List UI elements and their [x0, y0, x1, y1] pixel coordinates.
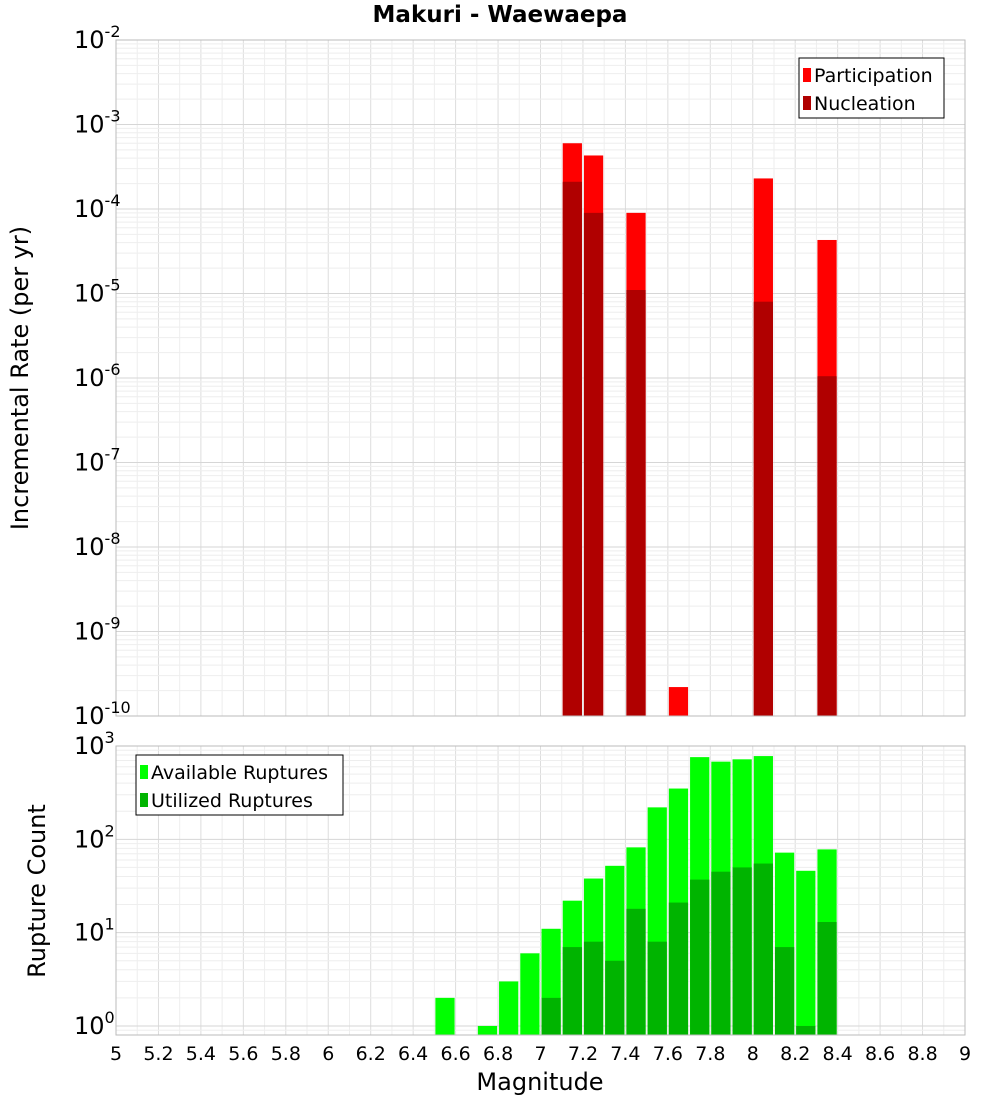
- bar-nucleation: [583, 212, 604, 716]
- legend-label: Nucleation: [814, 93, 916, 115]
- x-tick-label: 8.4: [823, 1043, 853, 1065]
- bar-nucleation: [626, 290, 646, 716]
- legend-swatch: [803, 96, 811, 110]
- x-tick-label: 5.2: [143, 1043, 173, 1065]
- bar-utilized-ruptures: [774, 947, 795, 1035]
- x-tick-label: 6.2: [356, 1043, 386, 1065]
- legend-swatch: [803, 68, 811, 82]
- x-tick-label: 7.8: [695, 1043, 725, 1065]
- y-tick-label: 10-4: [74, 191, 121, 223]
- bar-utilized-ruptures: [605, 960, 625, 1035]
- x-tick-label: 7: [534, 1043, 546, 1065]
- bar-utilized-ruptures: [668, 902, 689, 1035]
- legend-label: Utilized Ruptures: [151, 790, 313, 812]
- x-tick-label: 6: [322, 1043, 334, 1065]
- bar-utilized-ruptures: [753, 863, 773, 1035]
- legend-label: Available Ruptures: [151, 762, 328, 784]
- bar-utilized-ruptures: [817, 922, 837, 1035]
- chart-title: Makuri - Waewaepa: [372, 2, 628, 28]
- bar-nucleation: [753, 301, 773, 716]
- y-tick-label: 10-8: [74, 529, 121, 561]
- legend-label: Participation: [814, 65, 933, 87]
- bar-utilized-ruptures: [647, 941, 667, 1035]
- bar-utilized-ruptures: [541, 997, 561, 1035]
- y-tick-label: 100: [74, 1008, 115, 1040]
- y-tick-label: 10-10: [74, 698, 131, 730]
- bar-utilized-ruptures: [732, 867, 752, 1035]
- x-tick-label: 5.6: [228, 1043, 258, 1065]
- bar-available-ruptures: [520, 953, 540, 1035]
- y-tick-label: 10-2: [74, 22, 121, 54]
- x-tick-label: 5.4: [186, 1043, 216, 1065]
- plot-frame: [115, 39, 966, 717]
- bar-available-ruptures: [435, 997, 455, 1035]
- x-tick-label: 7.2: [568, 1043, 598, 1065]
- bar-nucleation: [562, 181, 582, 717]
- bar-utilized-ruptures: [796, 1025, 816, 1035]
- x-tick-label: 5: [110, 1043, 122, 1065]
- y-tick-label: 10-3: [74, 107, 121, 139]
- bar-available-ruptures: [499, 981, 519, 1035]
- x-tick-label: 7.6: [653, 1043, 683, 1065]
- x-tick-label: 6.8: [483, 1043, 513, 1065]
- incremental-rate-panel: 10-10 10-9 10-8 10-7 10-6 10-5 10-4 10-3 10-2 Par…: [74, 22, 966, 730]
- y-tick-label: 102: [74, 821, 115, 853]
- y-tick-label: 10-6: [74, 360, 121, 392]
- y-tick-label: 101: [74, 915, 115, 947]
- plot-frame: [115, 745, 966, 1036]
- bar-nucleation: [817, 376, 837, 716]
- x-tick-label: 5.8: [271, 1043, 301, 1065]
- y-tick-label: 103: [74, 728, 115, 760]
- y-tick-label: 10-7: [74, 445, 121, 477]
- x-axis-label: Magnitude: [476, 1068, 603, 1096]
- bar-utilized-ruptures: [626, 908, 646, 1035]
- x-tick-label: 6.4: [398, 1043, 428, 1065]
- bar-utilized-ruptures: [562, 947, 582, 1035]
- legend-swatch: [140, 793, 148, 807]
- legend-box: [135, 754, 344, 816]
- legend-swatch: [140, 765, 148, 779]
- bar-utilized-ruptures: [690, 879, 710, 1035]
- y-tick-label: 10-5: [74, 276, 121, 308]
- bar-utilized-ruptures: [711, 871, 731, 1035]
- x-tick-label: 7.4: [610, 1043, 640, 1065]
- y-tick-label: 10-9: [74, 614, 121, 646]
- bar-available-ruptures: [477, 1025, 498, 1035]
- top-y-axis-label: Incremental Rate (per yr): [6, 226, 34, 530]
- bar-participation: [668, 687, 689, 716]
- x-tick-label: 8.2: [780, 1043, 810, 1065]
- bar-utilized-ruptures: [583, 941, 604, 1035]
- x-tick-label: 6.6: [440, 1043, 470, 1065]
- x-tick-label: 8: [747, 1043, 759, 1065]
- x-tick-label: 9: [959, 1043, 971, 1065]
- bar-available-ruptures: [796, 870, 816, 1035]
- x-tick-label: 8.6: [865, 1043, 895, 1065]
- legend-box: [798, 57, 945, 119]
- x-tick-label: 8.8: [907, 1043, 937, 1065]
- bottom-y-axis-label: Rupture Count: [23, 804, 51, 978]
